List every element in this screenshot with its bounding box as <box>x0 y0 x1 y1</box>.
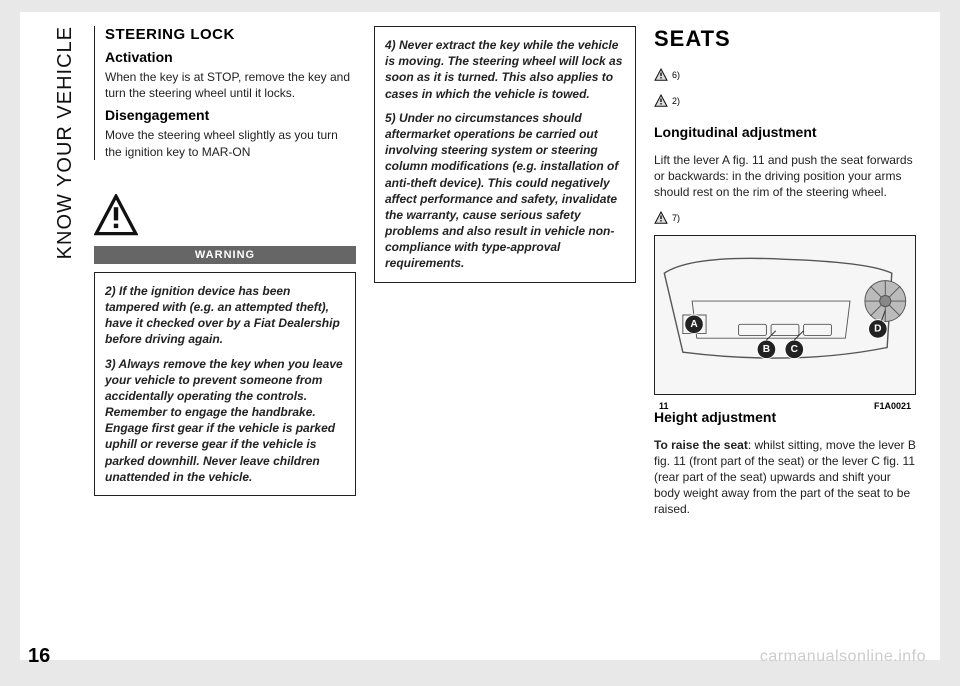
subheading-activation: Activation <box>105 49 356 65</box>
warning-triangle-icon <box>654 94 668 108</box>
col1-ruled: STEERING LOCK Activation When the key is… <box>94 26 356 160</box>
heading-steering-lock: STEERING LOCK <box>105 26 356 43</box>
ref-num: 7) <box>672 213 680 223</box>
ref-row-6: 6) <box>654 68 916 82</box>
watermark: carmanualsonline.info <box>760 648 926 666</box>
page-number: 16 <box>28 645 50 668</box>
para-height-bold: To raise the seat <box>654 438 748 452</box>
svg-text:A: A <box>690 318 698 329</box>
subheading-longitudinal: Longitudinal adjustment <box>654 124 916 140</box>
para-disengagement: Move the steering wheel slightly as you … <box>105 127 356 159</box>
ref-row-7: 7) <box>654 211 916 225</box>
column-3: SEATS 6) 2) Longitudinal adjustment Lift… <box>654 26 916 650</box>
ref-row-2: 2) <box>654 94 916 108</box>
content-columns: STEERING LOCK Activation When the key is… <box>94 26 916 650</box>
warning-item-3: 3) Always remove the key when you leave … <box>105 356 345 486</box>
manual-page: KNOW YOUR VEHICLE STEERING LOCK Activati… <box>20 12 940 660</box>
subheading-height: Height adjustment <box>654 409 916 425</box>
warning-triangle-icon <box>654 211 668 225</box>
warning-triangle-icon <box>94 194 138 238</box>
para-height: To raise the seat: whilst sitting, move … <box>654 437 916 518</box>
ref-num: 6) <box>672 70 680 80</box>
subheading-disengagement: Disengagement <box>105 107 356 123</box>
label-C: C <box>785 330 804 358</box>
svg-text:D: D <box>874 323 881 334</box>
warning-item-2: 2) If the ignition device has been tampe… <box>105 283 345 348</box>
svg-text:C: C <box>791 343 799 354</box>
column-1: STEERING LOCK Activation When the key is… <box>94 26 356 650</box>
heading-seats: SEATS <box>654 26 916 52</box>
figure-caption: 11 F1A0021 <box>655 399 915 411</box>
warning-box-col2: 4) Never extract the key while the vehic… <box>374 26 636 283</box>
warning-triangle-icon <box>654 68 668 82</box>
warning-item-4: 4) Never extract the key while the vehic… <box>385 37 625 102</box>
warning-box-col1: 2) If the ignition device has been tampe… <box>94 272 356 496</box>
spacer <box>94 168 356 186</box>
figure-11: A B C D <box>654 235 916 395</box>
section-side-label: KNOW YOUR VEHICLE <box>50 26 80 286</box>
label-A: A <box>685 315 704 334</box>
ref-num: 2) <box>672 96 680 106</box>
para-activation: When the key is at STOP, remove the key … <box>105 69 356 101</box>
para-longitudinal: Lift the lever A fig. 11 and push the se… <box>654 152 916 201</box>
figure-number: 11 <box>659 401 669 411</box>
svg-text:B: B <box>763 343 770 354</box>
seat-diagram: A B C D <box>655 236 915 394</box>
warning-item-5: 5) Under no circumstances should afterma… <box>385 110 625 272</box>
warning-bar: WARNING <box>94 246 356 264</box>
column-2: 4) Never extract the key while the vehic… <box>374 26 636 650</box>
side-label-text: KNOW YOUR VEHICLE <box>54 26 77 259</box>
figure-code: F1A0021 <box>874 401 911 411</box>
